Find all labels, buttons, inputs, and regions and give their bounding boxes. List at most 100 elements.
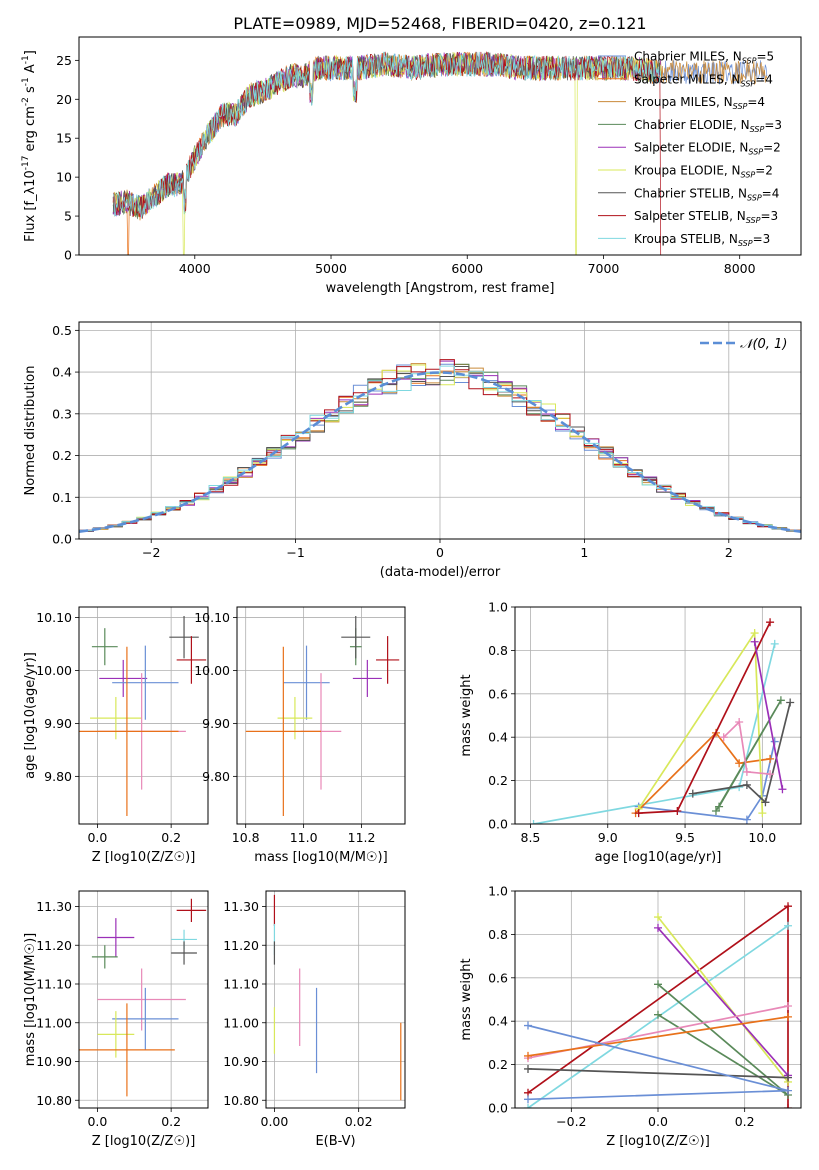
y-tick-label: 10.80 xyxy=(36,1093,72,1108)
weight-marker xyxy=(654,913,662,922)
weight-marker xyxy=(524,1064,532,1073)
y-tick-label: 25 xyxy=(56,53,72,68)
legend-label: Kroupa MILES, NSSP=4 xyxy=(634,95,765,111)
age_vs_mass-points xyxy=(245,615,400,817)
weight-marker xyxy=(758,809,767,818)
legend-label: Salpeter MILES, NSSP=4 xyxy=(634,72,773,88)
weight-marker xyxy=(770,639,779,648)
weight-marker xyxy=(750,629,759,638)
y-axis-label: mass weight xyxy=(459,958,474,1040)
weight-marker xyxy=(719,733,728,742)
weight-line xyxy=(634,731,771,814)
x-tick-label: 9.5 xyxy=(675,830,695,845)
age_vs_mass-axes: 10.8 11.0 11.2 9.80 9.90 10.00 10.10 mass [log1… xyxy=(194,607,405,865)
weight-marker xyxy=(524,1051,532,1060)
weight-marker xyxy=(742,780,751,789)
y-tick-label: 9.90 xyxy=(202,716,230,731)
y-tick-label: 10.10 xyxy=(36,610,72,625)
weight-marker xyxy=(529,820,538,824)
weight-line xyxy=(638,741,776,821)
weight-marker xyxy=(711,806,720,815)
weight-marker xyxy=(715,802,724,811)
x-tick-label: −0.2 xyxy=(556,1114,586,1129)
weight-marker xyxy=(654,1010,662,1019)
mass_vs_ebv-points xyxy=(273,894,402,1101)
axes-frame xyxy=(514,890,802,1109)
y-tick-label: 1.0 xyxy=(488,884,508,899)
weight_vs_Z-axes: −0.2 0.0 0.2 0.0 0.2 0.4 0.6 0.8 1.0 Z [log10(Z/Z… xyxy=(459,884,801,1149)
y-tick-label: 11.00 xyxy=(36,1015,72,1030)
y-tick-label: 9.90 xyxy=(44,716,72,731)
y-tick-label: 0.0 xyxy=(488,817,508,832)
y-tick-label: 10.90 xyxy=(223,1054,259,1069)
x-axis-label: Z [log10(Z/Z☉)] xyxy=(92,850,196,865)
y-tick-label: 10.80 xyxy=(223,1093,259,1108)
x-tick-label: 9.0 xyxy=(598,830,618,845)
x-tick-label: 8.5 xyxy=(521,830,541,845)
weight-marker xyxy=(766,618,775,627)
weight-marker xyxy=(750,637,759,646)
legend-label: Salpeter ELODIE, NSSP=2 xyxy=(634,141,781,157)
y-tick-label: 11.10 xyxy=(36,977,72,992)
gaussian-curve xyxy=(79,371,801,533)
x-tick-label: 11.2 xyxy=(348,830,376,845)
x-tick-label: 0.2 xyxy=(161,830,181,845)
y-tick-label: 1.0 xyxy=(488,600,508,615)
x-axis-label: wavelength [Angstrom, rest frame] xyxy=(326,281,555,296)
age_vs_Z-axes: 0.0 0.2 9.80 9.90 10.00 10.10 Z [log10(Z/Z☉)] a… xyxy=(23,607,208,865)
axes-frame xyxy=(78,321,802,540)
x-axis-label: E(B-V) xyxy=(315,1134,355,1149)
y-tick-label: 10.00 xyxy=(36,663,72,678)
y-tick-label: 0.3 xyxy=(52,406,72,421)
weight-marker xyxy=(761,798,770,807)
y-tick-label: 0 xyxy=(64,248,72,263)
spectrum-lines xyxy=(112,51,768,255)
x-tick-label: 2 xyxy=(725,545,733,560)
weight-marker xyxy=(784,902,792,911)
weight-line xyxy=(527,1068,789,1079)
weight-marker xyxy=(766,754,775,763)
weight-marker xyxy=(786,698,795,707)
y-tick-label: 0.2 xyxy=(488,773,508,788)
y-tick-label: 0.1 xyxy=(52,490,72,505)
y-tick-label: 11.00 xyxy=(223,1015,259,1030)
x-tick-label: 0.00 xyxy=(261,1114,289,1129)
weight-marker xyxy=(784,1002,792,1011)
y-tick-label: 0.4 xyxy=(488,730,508,745)
y-tick-label: 11.30 xyxy=(223,899,259,914)
legend-label: Chabrier MILES, NSSP=5 xyxy=(634,50,774,66)
y-axis-label: Flux [f_λ10-17​ erg cm-2​ s-1​ A-1​] xyxy=(21,50,38,242)
x-tick-label: 0.2 xyxy=(735,1114,755,1129)
weight-marker xyxy=(524,1104,532,1108)
y-tick-label: 0.2 xyxy=(488,1057,508,1072)
y-tick-label: 0.8 xyxy=(488,643,508,658)
mass_vs_Z-axes: 0.0 0.2 10.80 10.90 11.00 11.10 11.20 11.30 Z [l… xyxy=(23,891,208,1149)
axes-frame xyxy=(514,606,802,825)
y-axis-label: mass [log10(M/M☉)] xyxy=(23,933,38,1066)
weight-marker xyxy=(784,921,792,930)
y-tick-label: 0.4 xyxy=(52,365,72,380)
y-axis-label: age [log10(age/yr)] xyxy=(23,652,38,779)
x-axis-label: Z [log10(Z/Z☉)] xyxy=(92,1134,196,1149)
weight-line xyxy=(527,1016,789,1057)
spectrum-legend: Chabrier MILES, NSSP=5 Salpeter MILES, NS… xyxy=(598,50,782,248)
weight-marker xyxy=(735,718,744,727)
legend-label: Salpeter STELIB, NSSP=3 xyxy=(634,209,778,225)
legend-label: Chabrier STELIB, NSSP=4 xyxy=(634,186,779,202)
age_vs_Z-points xyxy=(79,615,207,817)
axes-frame xyxy=(265,890,406,1109)
spectrum-series-line xyxy=(112,51,662,219)
weight-marker xyxy=(688,789,697,798)
legend-label: Chabrier ELODIE, NSSP=3 xyxy=(634,118,782,134)
x-tick-label: 7000 xyxy=(588,261,620,276)
y-tick-label: 15 xyxy=(56,131,72,146)
weight-line xyxy=(723,720,771,775)
y-tick-label: 10.00 xyxy=(194,663,230,678)
x-tick-label: 5000 xyxy=(315,261,347,276)
y-tick-label: 11.20 xyxy=(36,938,72,953)
weight-line xyxy=(753,641,784,790)
y-tick-label: 11.20 xyxy=(223,938,259,953)
y-tick-label: 10.10 xyxy=(194,610,230,625)
x-tick-label: 10.8 xyxy=(232,830,260,845)
